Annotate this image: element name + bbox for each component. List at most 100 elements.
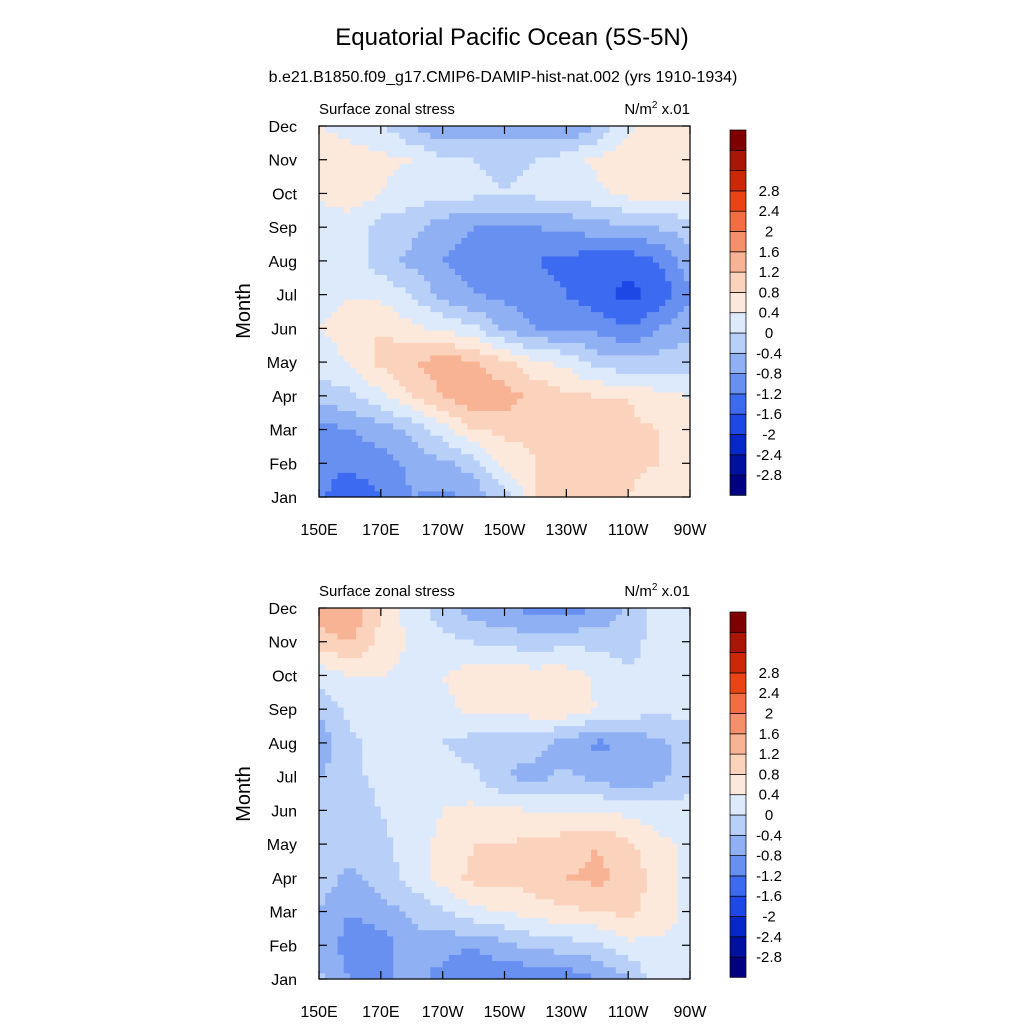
contour-cell	[331, 255, 339, 263]
contour-cell	[609, 904, 617, 912]
contour-cell	[380, 842, 388, 850]
contour-cell	[603, 163, 611, 170]
contour-cell	[597, 218, 605, 226]
contour-cell	[591, 904, 598, 912]
contour-cell	[566, 144, 574, 152]
contour-cell	[343, 360, 351, 368]
contour-cell	[442, 194, 450, 201]
contour-cell	[634, 842, 642, 850]
contour-cell	[356, 243, 363, 251]
contour-cell	[405, 972, 413, 980]
contour-cell	[380, 453, 388, 461]
contour-cell	[597, 354, 605, 362]
contour-cell	[683, 886, 691, 894]
contour-cell	[640, 132, 648, 139]
contour-cell	[448, 274, 456, 282]
contour-cell	[578, 367, 586, 374]
contour-cell	[448, 206, 456, 214]
contour-cell	[424, 459, 431, 467]
contour-cell	[578, 268, 586, 275]
contour-cell	[615, 466, 623, 473]
contour-cell	[455, 169, 462, 177]
contour-cell	[319, 175, 326, 183]
contour-cell	[467, 323, 475, 331]
contour-cell	[597, 305, 605, 313]
contour-cell	[646, 923, 654, 931]
contour-cell	[356, 126, 363, 133]
contour-cell	[325, 317, 332, 325]
contour-cell	[535, 935, 543, 943]
contour-cell	[683, 169, 691, 177]
contour-cell	[424, 435, 431, 442]
contour-cell	[646, 181, 654, 189]
contour-cell	[387, 255, 394, 263]
x-tick-label: 170E	[362, 522, 399, 539]
contour-cell	[492, 867, 499, 875]
contour-cell	[652, 441, 660, 449]
contour-cell	[349, 299, 357, 306]
contour-cell	[584, 453, 592, 461]
contour-cell	[584, 342, 592, 350]
contour-cell	[591, 336, 598, 344]
contour-cell	[591, 138, 598, 146]
contour-cell	[615, 972, 623, 980]
contour-cell	[634, 904, 642, 912]
contour-cell	[374, 892, 382, 900]
contour-cell	[597, 237, 605, 245]
contour-cell	[436, 348, 444, 356]
contour-cell	[331, 867, 339, 875]
contour-cell	[393, 391, 400, 399]
contour-cell	[387, 935, 394, 943]
contour-cell	[467, 484, 475, 492]
contour-cell	[349, 360, 357, 368]
contour-cell	[523, 336, 530, 344]
contour-cell	[634, 218, 642, 226]
contour-cell	[473, 163, 481, 170]
contour-cell	[411, 849, 419, 856]
contour-cell	[349, 422, 357, 430]
contour-cell	[640, 954, 648, 962]
contour-cell	[399, 404, 407, 412]
contour-cell	[498, 867, 506, 875]
contour-cell	[362, 132, 370, 139]
contour-cell	[646, 336, 654, 344]
contour-cell	[405, 200, 413, 207]
contour-cell	[393, 910, 400, 918]
contour-cell	[646, 323, 654, 331]
contour-cell	[621, 447, 629, 455]
contour-cell	[646, 286, 654, 294]
contour-cell	[634, 323, 642, 331]
contour-cell	[417, 212, 425, 220]
contour-cell	[671, 892, 679, 900]
contour-cell	[455, 923, 462, 931]
contour-cell	[566, 861, 574, 869]
contour-cell	[442, 435, 450, 442]
contour-cell	[628, 348, 635, 356]
contour-cell	[671, 842, 679, 850]
contour-cell	[319, 929, 326, 937]
contour-cell	[634, 972, 642, 980]
contour-cell	[380, 323, 388, 331]
contour-cell	[603, 391, 611, 399]
contour-cell	[349, 892, 357, 900]
contour-cell	[603, 274, 611, 282]
contour-cell	[479, 305, 487, 313]
contour-cell	[504, 948, 512, 955]
contour-cell	[535, 262, 543, 269]
contour-cell	[572, 379, 580, 387]
contour-cell	[671, 200, 679, 207]
contour-cell	[325, 373, 332, 381]
contour-cell	[634, 917, 642, 924]
contour-cell	[349, 410, 357, 418]
contour-cell	[516, 849, 524, 856]
contour-cell	[485, 144, 493, 152]
contour-cell	[368, 453, 376, 461]
contour-cell	[566, 935, 574, 943]
contour-cell	[387, 212, 394, 220]
contour-cell	[473, 867, 481, 875]
contour-cell	[417, 200, 425, 207]
contour-cell	[591, 416, 598, 424]
contour-cell	[467, 935, 475, 943]
contour-cell	[479, 286, 487, 294]
contour-cell	[584, 880, 592, 887]
